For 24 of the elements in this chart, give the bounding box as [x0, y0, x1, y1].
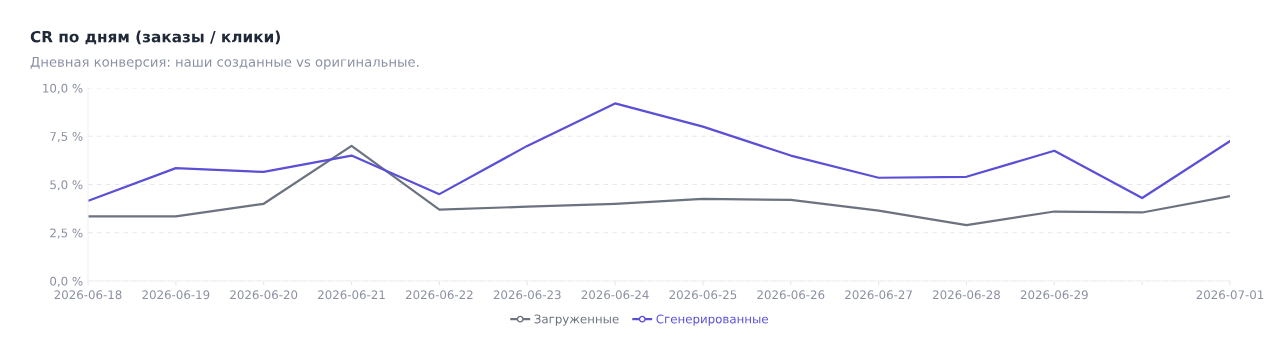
chart-subtitle: Дневная конверсия: наши созданные vs оригинальные. [30, 57, 419, 70]
line-series [88, 144, 1230, 227]
x-tick-label: 2026-06-28 [933, 290, 1000, 300]
x-tick-label: 2026-06-26 [757, 290, 825, 300]
x-tick-label: 2026-06-27 [845, 290, 912, 300]
x-tick-label: 2026-06-23 [493, 290, 561, 300]
x-tick-label: 2026-06-20 [230, 290, 298, 300]
chart-title: CR по дням (заказы / клики) [30, 30, 280, 45]
x-tick-label: 2026-06-19 [142, 290, 210, 300]
x-tick-label: 2026-07-01 [1196, 290, 1264, 300]
x-tick-label: 2026-06-21 [318, 290, 385, 300]
legend-label: Сгенерированные [656, 314, 768, 326]
y-tick-label: 7,5 % [50, 131, 83, 143]
x-tick-label: 2026-06-18 [54, 290, 122, 300]
y-tick-label: 10,0 % [43, 83, 83, 94]
y-tick-label: 5,0 % [50, 180, 83, 191]
x-tick-label: 2026-06-29 [1020, 290, 1088, 300]
x-tick-label: 2026-06-25 [669, 290, 737, 300]
y-tick-label: 2,5 % [50, 228, 83, 239]
x-tick-label: 2026-06-22 [405, 290, 473, 300]
line-series [88, 102, 1230, 203]
legend-label: Загруженные [534, 314, 619, 326]
x-tick-label: 2026-06-24 [581, 290, 649, 300]
y-tick-label: 0,0 % [50, 276, 83, 287]
